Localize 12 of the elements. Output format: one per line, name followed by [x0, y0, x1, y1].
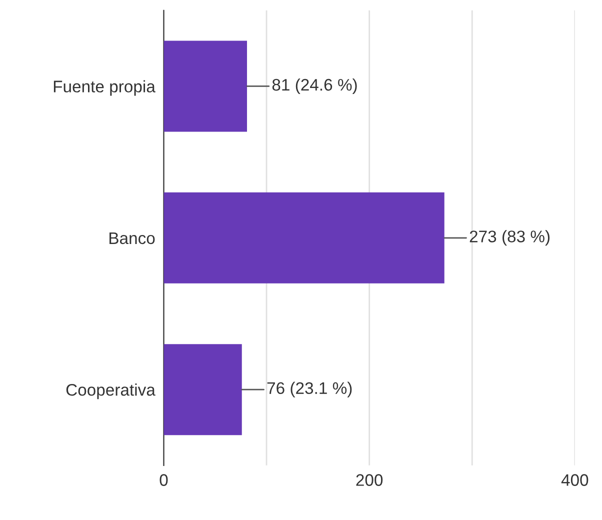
y-tick-label: Banco [110, 232, 155, 244]
data-label: 273 (83 %) [470, 230, 550, 246]
x-tick-label: 400 [561, 474, 588, 486]
x-tick-label: 0 [160, 474, 168, 486]
y-tick-label: Fuente propia [54, 80, 156, 96]
bar [164, 344, 242, 436]
y-tick-label: Cooperativa [66, 384, 156, 400]
data-label: 81 (24.6 %) [272, 78, 357, 94]
data-label: 76 (23.1 %) [267, 382, 352, 398]
x-tick-label: 200 [356, 474, 383, 486]
bar [164, 192, 444, 284]
bar [164, 40, 248, 132]
